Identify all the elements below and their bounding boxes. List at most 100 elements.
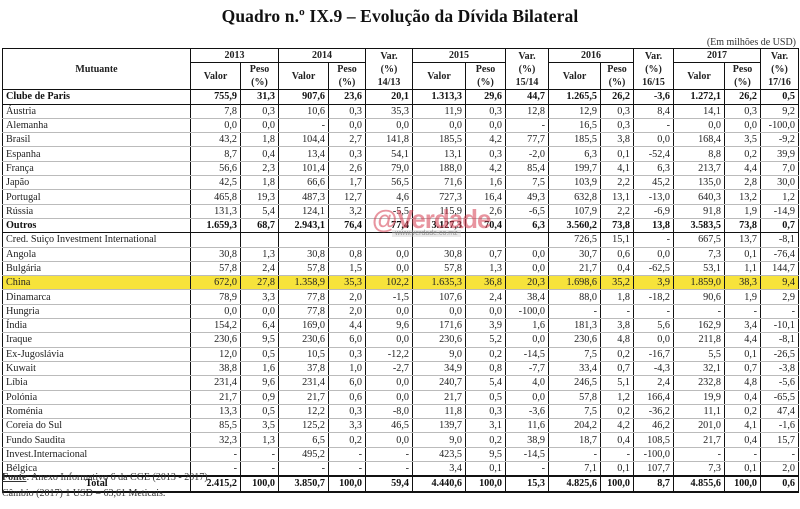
header-var-16-15: Var. (%) 16/15	[633, 47, 674, 91]
cell-value: -	[328, 461, 366, 477]
cell-value: 0,2	[724, 404, 761, 420]
cell-value: -	[505, 461, 549, 477]
cell-value: 3,5	[724, 132, 761, 148]
cell-value: 2,8	[724, 175, 761, 191]
cell-value: 0,2	[465, 432, 506, 448]
cell-value: 0,2	[328, 432, 366, 448]
cell-value: 1,3	[465, 261, 506, 277]
cell-value: 232,8	[673, 375, 725, 391]
cell-value: 4,4	[724, 161, 761, 177]
cell-value	[278, 232, 329, 248]
table-row: França 56,6 2,3 101,4 2,6 79,0 188,0 4,2 85,4 199…	[2, 161, 799, 177]
cell-value: -2,7	[365, 361, 413, 377]
cell-value: 9,5	[465, 447, 506, 463]
cell-value: 0,3	[328, 146, 366, 162]
cell-value: 11,8	[412, 404, 466, 420]
cell-value: -4,3	[633, 361, 674, 377]
cell-value: 185,5	[412, 132, 466, 148]
cell-value: -	[190, 447, 241, 463]
cell-value: 3.583,5	[673, 217, 725, 234]
table-row: Outros 1.659,3 68,7 2.943,1 76,4 77,4 3.127,3 7…	[2, 217, 799, 234]
cell-value: 26,2	[600, 89, 634, 105]
cell-value: 104,4	[278, 132, 329, 148]
cell-value: -	[760, 447, 799, 463]
cell-value: -8,1	[760, 232, 799, 248]
cell-value: 1.698,6	[548, 275, 601, 291]
cell-value: 13,7	[724, 232, 761, 248]
cell-value: 0,0	[633, 247, 674, 262]
cell-value: 115,9	[412, 204, 466, 219]
cell-value: 21,7	[190, 390, 241, 405]
header-valor: Valor	[548, 62, 601, 91]
cell-value: 34,9	[412, 361, 466, 377]
cell-value: 5,2	[465, 332, 506, 348]
cell-value: 1.265,5	[548, 89, 601, 105]
cell-value: 1,3	[240, 432, 279, 448]
cell-value: 0,0	[633, 332, 674, 348]
cell-value: -13,0	[633, 189, 674, 205]
cell-value: 0,3	[724, 104, 761, 119]
cell-value: 0,9	[240, 390, 279, 405]
cell-value: 0,5	[760, 89, 799, 105]
cell-value: 26,2	[724, 89, 761, 105]
cell-value: -	[673, 304, 725, 320]
cell-value: 0,1	[600, 146, 634, 162]
table-row: Cred. Suiço Investment International 726,…	[2, 232, 799, 248]
cell-value: 57,8	[548, 390, 601, 405]
cell-value: 107,7	[633, 461, 674, 477]
cell-value: 0,0	[465, 304, 506, 320]
cell-value: 1,2	[760, 189, 799, 205]
mutuante-name: Líbia	[2, 375, 191, 391]
cell-value: 0,3	[328, 347, 366, 362]
table-row: Kuwait 38,8 1,6 37,8 1,0 -2,7 34,9 0,8 -7,7 33,4 0…	[2, 361, 799, 377]
mutuante-name: Índia	[2, 318, 191, 334]
cell-value	[365, 232, 413, 248]
table-row: Polónia 21,7 0,9 21,7 0,6 0,0 21,7 0,5 0,0 57,8 1,…	[2, 390, 799, 405]
cell-value: 755,9	[190, 89, 241, 105]
cell-value: 79,0	[365, 161, 413, 177]
mutuante-name: Portugal	[2, 189, 191, 205]
header-year-2017: 2017	[673, 47, 761, 64]
cell-value	[505, 232, 549, 248]
cell-value: 0,3	[465, 146, 506, 162]
header-var-14-13: Var. (%) 14/13	[365, 47, 413, 91]
table-row: Bulgária 57,8 2,4 57,8 1,5 0,0 57,8 1,3 0,0 21,7 0…	[2, 261, 799, 277]
cell-value: 672,0	[190, 275, 241, 291]
table-row: Brasil 43,2 1,8 104,4 2,7 141,8 185,5 4,2 77,7 18…	[2, 132, 799, 148]
cell-value: 7,5	[505, 175, 549, 191]
cell-value: 7,5	[548, 347, 601, 362]
mutuante-name: França	[2, 161, 191, 177]
cell-value: 7,5	[548, 404, 601, 420]
cell-value: 6,4	[240, 318, 279, 334]
cell-value: 11,1	[673, 404, 725, 420]
cell-value: 1,6	[505, 318, 549, 334]
cell-value: 2,4	[240, 261, 279, 277]
cell-value	[190, 232, 241, 248]
cell-value: 2,4	[465, 289, 506, 305]
cell-value: -	[548, 447, 601, 463]
cell-value: 101,4	[278, 161, 329, 177]
cell-value: 15,1	[600, 232, 634, 248]
cell-value: 29,6	[465, 89, 506, 105]
cell-value: 15,7	[760, 432, 799, 448]
cell-value: 1,6	[240, 361, 279, 377]
cell-value: 3,1	[465, 418, 506, 434]
cell-value: 3,2	[328, 204, 366, 219]
cell-value: 2,3	[240, 161, 279, 177]
cell-value: 4,4	[724, 332, 761, 348]
cell-value: 10,5	[278, 347, 329, 362]
cell-value: 35,3	[328, 275, 366, 291]
header-peso: Peso (%)	[724, 62, 761, 91]
cell-value: 0,3	[465, 104, 506, 119]
cell-value	[240, 232, 279, 248]
cell-value: 1,3	[240, 247, 279, 262]
table-row: Coreia do Sul 85,5 3,5 125,2 3,3 46,5 139,7 3,1…	[2, 418, 799, 434]
cell-value	[412, 232, 466, 248]
table-row: Líbia 231,4 9,6 231,4 6,0 0,0 240,7 5,4 4,0 246,5…	[2, 375, 799, 391]
cell-value: 6,3	[633, 161, 674, 177]
cell-value: 11,6	[505, 418, 549, 434]
table-row: Índia 154,2 6,4 169,0 4,4 9,6 171,6 3,9 1,6 181,3…	[2, 318, 799, 334]
cell-value: -14,5	[505, 447, 549, 463]
cell-value: 9,0	[412, 347, 466, 362]
cell-value: 9,0	[412, 432, 466, 448]
